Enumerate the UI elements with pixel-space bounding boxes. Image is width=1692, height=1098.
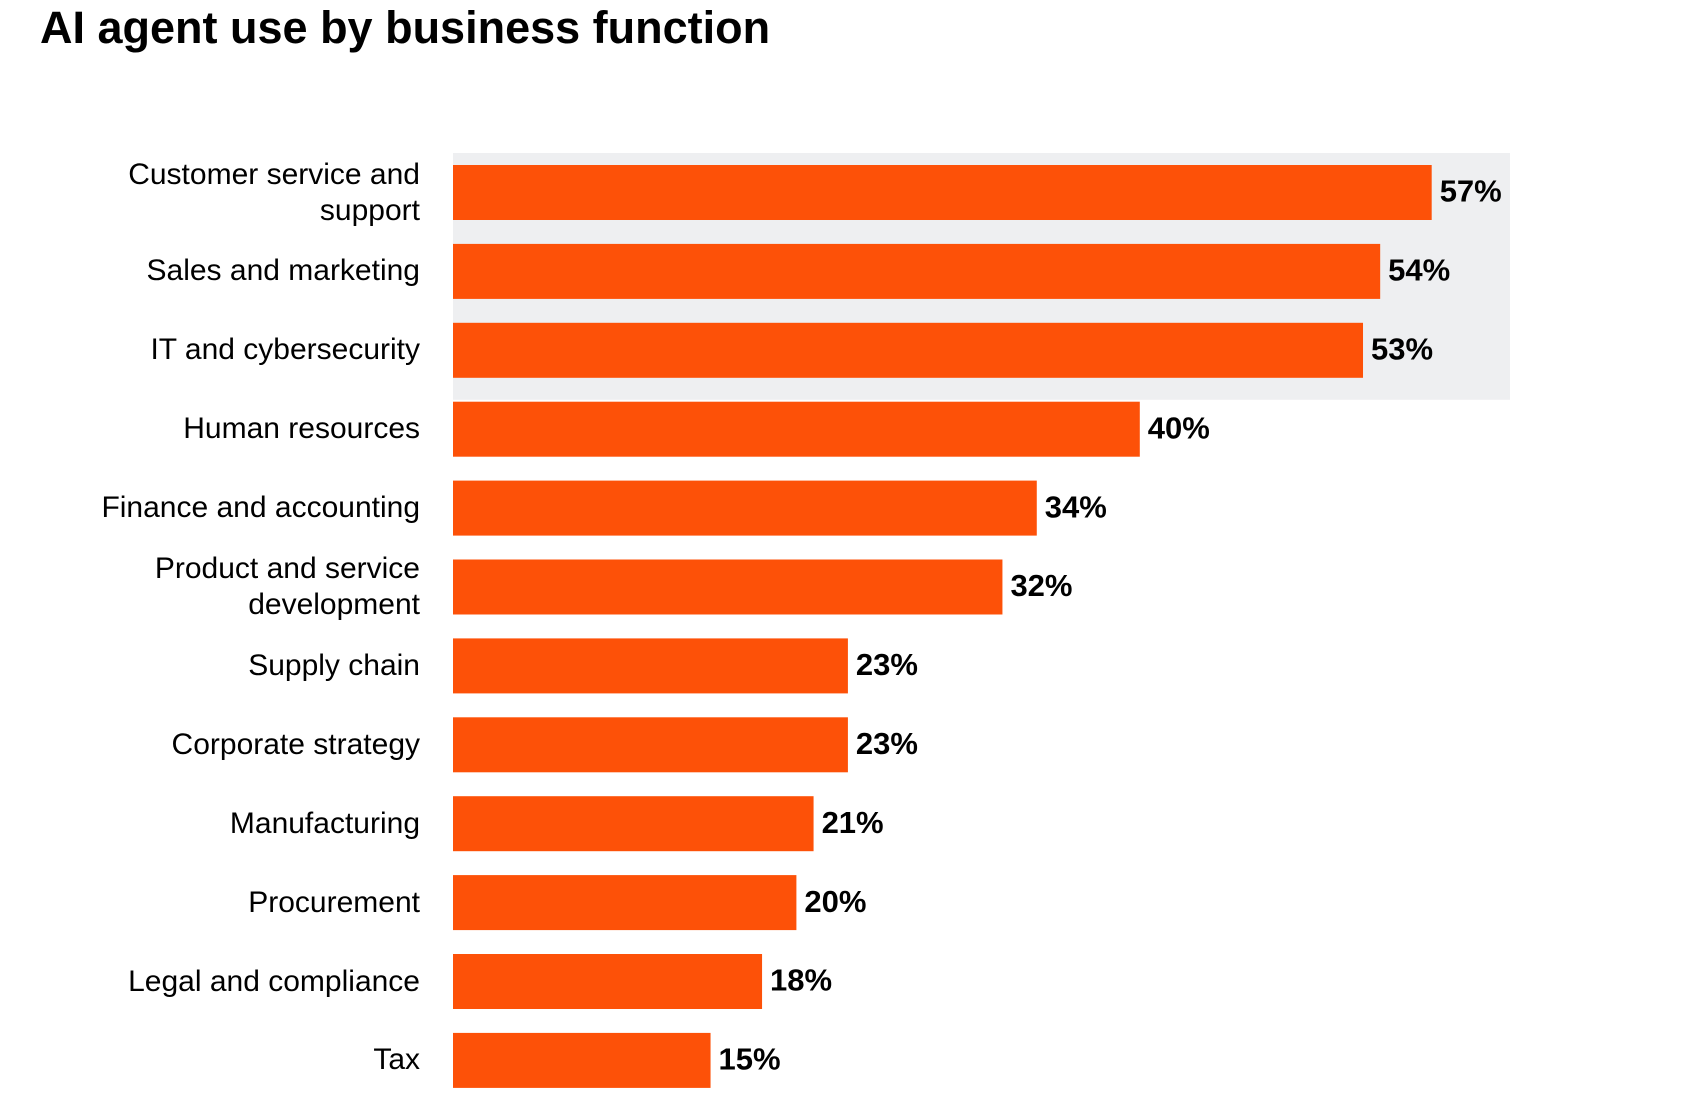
category-label: Tax xyxy=(373,1043,420,1077)
category-label: Legal and compliance xyxy=(128,964,420,998)
bar xyxy=(453,638,848,694)
category-label: Sales and marketing xyxy=(146,254,421,288)
chart-title: AI agent use by business function xyxy=(40,2,771,53)
bar xyxy=(453,954,763,1009)
bar xyxy=(453,480,1037,536)
category-label: Product and service development xyxy=(154,552,420,621)
bar xyxy=(453,401,1140,457)
value-label: 18% xyxy=(770,963,832,998)
value-label: 21% xyxy=(822,805,884,840)
value-label: 54% xyxy=(1388,253,1450,288)
category-label: IT and cybersecurity xyxy=(150,333,420,367)
value-label: 23% xyxy=(856,647,918,682)
category-label: Corporate strategy xyxy=(171,727,420,761)
value-label: 20% xyxy=(804,884,866,919)
category-label: Procurement xyxy=(248,885,420,919)
value-label: 40% xyxy=(1148,410,1210,445)
bar xyxy=(453,243,1381,299)
value-label: 34% xyxy=(1045,489,1107,524)
category-label: Human resources xyxy=(183,412,420,446)
value-label: 15% xyxy=(719,1042,781,1077)
bar xyxy=(453,165,1432,220)
category-label: Customer service and support xyxy=(128,157,420,227)
value-label: 57% xyxy=(1440,174,1502,209)
bar xyxy=(453,559,1003,615)
bar xyxy=(453,322,1364,378)
category-label: Supply chain xyxy=(248,648,420,682)
bar xyxy=(453,796,814,852)
bar xyxy=(453,1032,711,1088)
value-label: 53% xyxy=(1371,331,1433,366)
value-label: 23% xyxy=(856,726,918,761)
bar xyxy=(453,875,797,931)
category-label: Manufacturing xyxy=(229,806,420,840)
category-label: Finance and accounting xyxy=(101,491,420,525)
bar xyxy=(453,717,848,773)
value-label: 32% xyxy=(1010,568,1072,603)
